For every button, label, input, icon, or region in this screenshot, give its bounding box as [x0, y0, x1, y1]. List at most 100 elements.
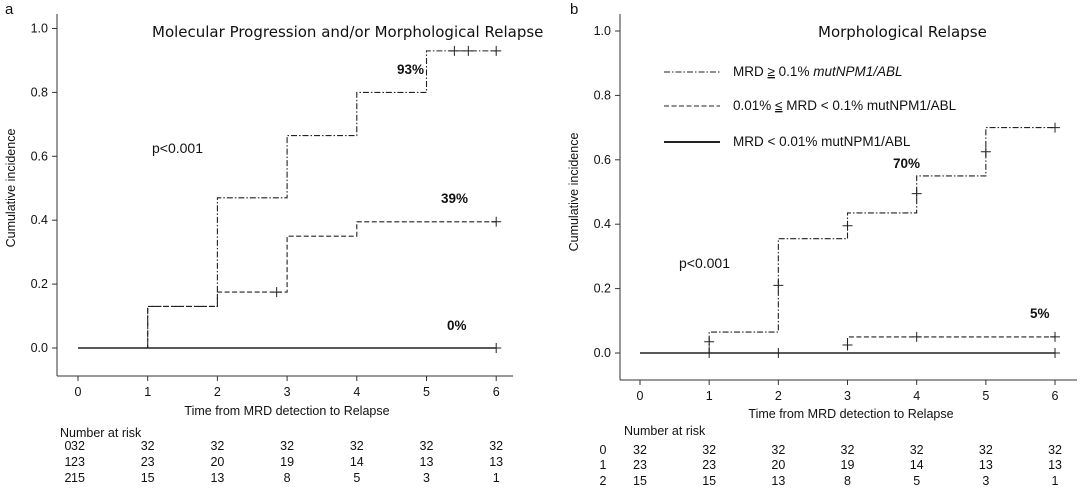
panel-a-series-dashed-label: 39% — [441, 191, 468, 206]
panel-b-x-tick-label: 2 — [775, 389, 782, 403]
panel-b-series-dashed-label: 5% — [1030, 306, 1050, 321]
panel-b-risk-table: 0 32 32 32 32 32 32 32 1 23 23 20 19 14 13 13 2 15 15 13 8 5 3… — [600, 443, 1062, 488]
panel-b-risk-value: 5 — [913, 474, 920, 488]
panel-a-x-tick-label: 5 — [423, 385, 430, 399]
panel-a-pvalue: p<0.001 — [152, 140, 203, 156]
panel-a: a Molecular Progression and/or Morpholog… — [4, 1, 543, 485]
panel-a-series-dashed-line — [78, 221, 497, 349]
panel-b-risk-header: Number at risk — [624, 424, 706, 438]
panel-a-x-tick-label: 4 — [353, 385, 360, 399]
panel-b-y-tick-label: 0.0 — [594, 346, 611, 360]
panel-b-series-dotdash-label: 70% — [893, 156, 920, 171]
panel-a-censor-mark — [491, 45, 502, 56]
panel-a-series-dotdash-label: 93% — [397, 62, 424, 77]
panel-b-risk-value: 23 — [702, 458, 716, 472]
panel-b-x-tick-label: 0 — [637, 389, 644, 403]
panel-a-risk-value: 8 — [284, 471, 291, 485]
panel-b-censor-mark — [842, 339, 853, 350]
panel-a-x-tick-label: 1 — [144, 385, 151, 399]
panel-b-x-tick-label: 1 — [706, 389, 713, 403]
panel-a-x-axis-label: Time from MRD detection to Relapse — [184, 404, 389, 418]
panel-a-risk-group-label: 2 — [65, 471, 72, 485]
panel-b-risk-group-label: 2 — [600, 474, 607, 488]
panel-b-risk-value: 32 — [1048, 443, 1062, 457]
panel-a-series-solid-label: 0% — [447, 318, 467, 333]
panel-b-risk-group-label: 1 — [600, 458, 607, 472]
panel-a-risk-value: 20 — [210, 455, 224, 469]
panel-b-risk-value: 32 — [910, 443, 924, 457]
panel-b-legend: MRD ≥ 0.1% mutNPM1/ABL 0.01% ≤ MRD < 0.1%… — [664, 64, 957, 149]
panel-b-x-tick-label: 4 — [913, 389, 920, 403]
panel-a-risk-value: 23 — [71, 455, 85, 469]
panel-b-risk-value: 32 — [702, 443, 716, 457]
panel-a-risk-value: 32 — [280, 439, 294, 453]
panel-b-x-tick-label: 3 — [844, 389, 851, 403]
panel-b: b Morphological Relapse p<0.001 Cumulati… — [567, 1, 1077, 488]
panel-b-risk-value: 13 — [1048, 458, 1062, 472]
panel-b-censor-mark — [980, 146, 991, 157]
panel-a-risk-table: 0 32 32 32 32 32 32 321 23 23 20 19 14 13 132 15 15 13 8 5 3… — [65, 439, 504, 485]
panel-a-series-dotdash-line — [78, 50, 497, 349]
panel-b-risk-value: 23 — [633, 458, 647, 472]
panel-b-risk-value: 8 — [844, 474, 851, 488]
panel-b-y-tick-label: 0.2 — [594, 282, 611, 296]
panel-a-x-tick-label: 0 — [75, 385, 82, 399]
panel-b-risk-value: 15 — [702, 474, 716, 488]
panel-b-risk-value: 13 — [771, 474, 785, 488]
panel-a-risk-value: 19 — [280, 455, 294, 469]
panel-a-risk-value: 15 — [71, 471, 85, 485]
panel-b-axes: 0.0 0.2 0.4 0.6 0.8 1.0 0 1 2 3 4 5 6 — [594, 14, 1077, 403]
panel-b-censor-mark — [911, 188, 922, 199]
panel-b-censor-mark — [704, 348, 715, 358]
panel-b-censor-mark — [842, 220, 853, 231]
panel-a-x-tick-label: 3 — [284, 385, 291, 399]
panel-b-series-dashed-line — [640, 336, 1056, 354]
panel-a-risk-header: Number at risk — [60, 426, 142, 440]
panel-a-risk-value: 13 — [210, 471, 224, 485]
panel-b-risk-value: 32 — [979, 443, 993, 457]
panel-b-risk-value: 32 — [841, 443, 855, 457]
panel-b-censor-mark — [704, 336, 715, 347]
panel-a-letter: a — [5, 1, 14, 18]
panel-a-risk-value: 13 — [489, 455, 503, 469]
panel-b-x-axis-label: Time from MRD detection to Relapse — [748, 407, 953, 421]
legend-dotdash-label: MRD ≥ 0.1% mutNPM1/ABL — [733, 64, 902, 79]
panel-a-censor-mark — [491, 216, 502, 227]
panel-b-y-tick-label: 0.4 — [594, 217, 611, 231]
panel-a-x-tick-label: 2 — [214, 385, 221, 399]
panel-a-risk-value: 32 — [210, 439, 224, 453]
panel-b-x-tick-label: 5 — [982, 389, 989, 403]
panel-a-y-tick-label: 0.4 — [31, 213, 48, 227]
panel-a-risk-value: 5 — [353, 471, 360, 485]
legend-dashed-label: 0.01% ≤ MRD < 0.1% mutNPM1/ABL — [733, 98, 957, 113]
panel-b-y-axis-label: Cumulative incidence — [567, 133, 581, 252]
panel-a-censor-mark — [463, 45, 474, 56]
panel-b-risk-value: 20 — [771, 458, 785, 472]
panel-b-risk-value: 1 — [1052, 474, 1059, 488]
panel-b-censor-mark — [1050, 331, 1061, 342]
panel-a-censor-mark — [449, 45, 460, 56]
panel-a-x-tick-label: 6 — [493, 385, 500, 399]
panel-b-censor-mark — [1050, 348, 1061, 358]
panel-b-letter: b — [570, 1, 578, 18]
panel-b-risk-value: 32 — [771, 443, 785, 457]
panel-b-risk-group-label: 0 — [600, 443, 607, 457]
legend-solid-label: MRD < 0.01% mutNPM1/ABL — [733, 134, 911, 149]
panel-a-risk-value: 32 — [141, 439, 155, 453]
panel-a-y-tick-label: 0.8 — [31, 85, 48, 99]
panel-a-censor-mark — [271, 287, 282, 298]
panel-a-risk-value: 13 — [420, 455, 434, 469]
panel-a-risk-group-label: 0 — [65, 439, 72, 453]
panel-a-risk-value: 32 — [420, 439, 434, 453]
panel-b-y-tick-label: 1.0 — [594, 24, 611, 38]
panel-a-risk-value: 14 — [350, 455, 364, 469]
panel-b-risk-value: 32 — [633, 443, 647, 457]
panel-a-risk-value: 32 — [489, 439, 503, 453]
panel-b-y-tick-label: 0.6 — [594, 153, 611, 167]
panel-a-axes: 0.0 0.2 0.4 0.6 0.8 1.0 0 1 2 3 4 5 6 — [31, 14, 513, 399]
panel-a-y-tick-label: 0.6 — [31, 149, 48, 163]
panel-b-x-tick-label: 6 — [1052, 389, 1059, 403]
panel-b-pvalue: p<0.001 — [679, 255, 730, 271]
panel-b-y-tick-label: 0.8 — [594, 88, 611, 102]
